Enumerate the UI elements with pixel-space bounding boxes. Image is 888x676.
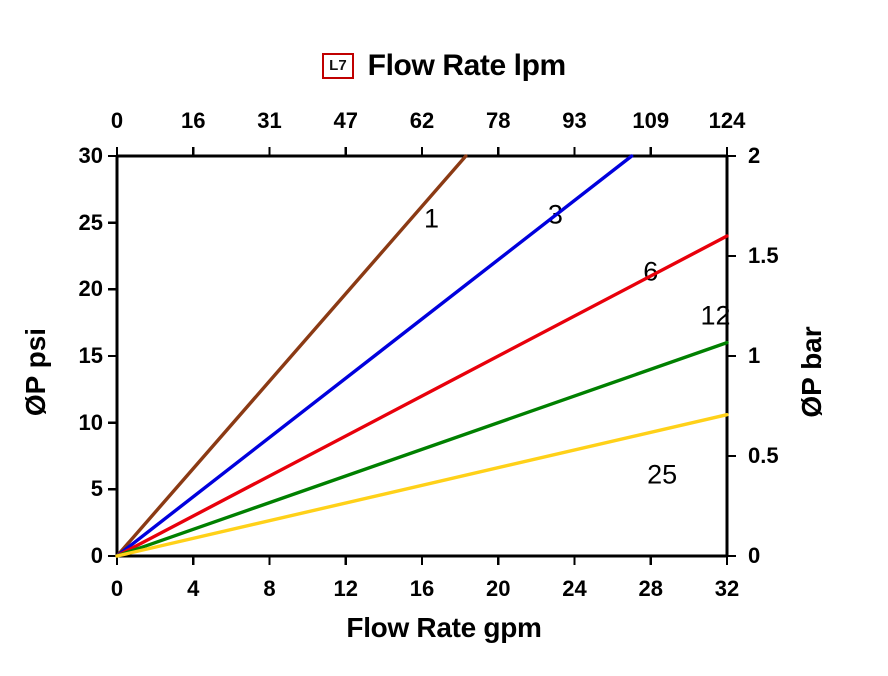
series-line-6 — [115, 234, 729, 558]
bottom-tick-label-2: 8 — [263, 576, 276, 601]
right-tick-label-1: 0.5 — [748, 443, 779, 468]
left-tick-label-5: 25 — [78, 209, 103, 235]
right-tick-label-4: 2 — [748, 143, 761, 168]
left-tick-label-6: 30 — [78, 143, 103, 168]
left-tick-label-4: 20 — [78, 276, 103, 302]
top-tick-label-5: 78 — [486, 108, 511, 133]
series-label-25: 25 — [647, 459, 678, 490]
left-tick-label-3: 15 — [78, 343, 103, 368]
bottom-tick-label-7: 28 — [638, 576, 663, 601]
chart-top-title-row: L7 Flow Rate lpm — [0, 46, 888, 86]
bottom-tick-label-1: 4 — [187, 576, 200, 601]
right-tick-label-2: 1 — [748, 343, 761, 368]
left-tick-label-2: 10 — [78, 409, 103, 435]
left-tick-label-1: 5 — [90, 476, 103, 502]
top-tick-label-7: 109 — [632, 108, 670, 133]
top-tick-label-0: 0 — [110, 108, 124, 133]
top-axis-title: Flow Rate lpm — [367, 49, 567, 82]
bottom-tick-label-6: 24 — [562, 576, 587, 601]
bottom-tick-label-5: 20 — [486, 576, 511, 601]
top-tick-label-4: 62 — [409, 108, 435, 133]
bottom-axis-title: Flow Rate gpm — [346, 612, 542, 643]
data-series — [115, 154, 729, 558]
bottom-tick-label-3: 12 — [333, 576, 358, 601]
l7-badge: L7 — [322, 53, 354, 79]
top-tick-label-2: 31 — [257, 108, 282, 133]
series-label-12: 12 — [700, 300, 731, 331]
top-tick-label-3: 47 — [333, 108, 358, 133]
series-line-1 — [115, 154, 468, 558]
series-label-1: 1 — [424, 203, 440, 234]
left-tick-label-0: 0 — [90, 543, 103, 568]
series-line-3 — [115, 154, 634, 558]
bottom-tick-label-8: 32 — [714, 576, 740, 601]
right-tick-label-0: 0 — [748, 543, 761, 568]
right-tick-label-3: 1.5 — [748, 243, 779, 268]
bottom-tick-label-4: 16 — [409, 576, 435, 601]
bottom-tick-label-0: 0 — [110, 576, 124, 601]
top-tick-label-1: 16 — [181, 108, 206, 133]
series-line-12 — [115, 340, 729, 558]
axis-lines — [115, 154, 729, 558]
series-line-25 — [115, 412, 729, 558]
top-tick-label-6: 93 — [562, 108, 587, 133]
axis-ticks — [108, 147, 736, 565]
top-tick-label-8: 124 — [708, 108, 746, 133]
